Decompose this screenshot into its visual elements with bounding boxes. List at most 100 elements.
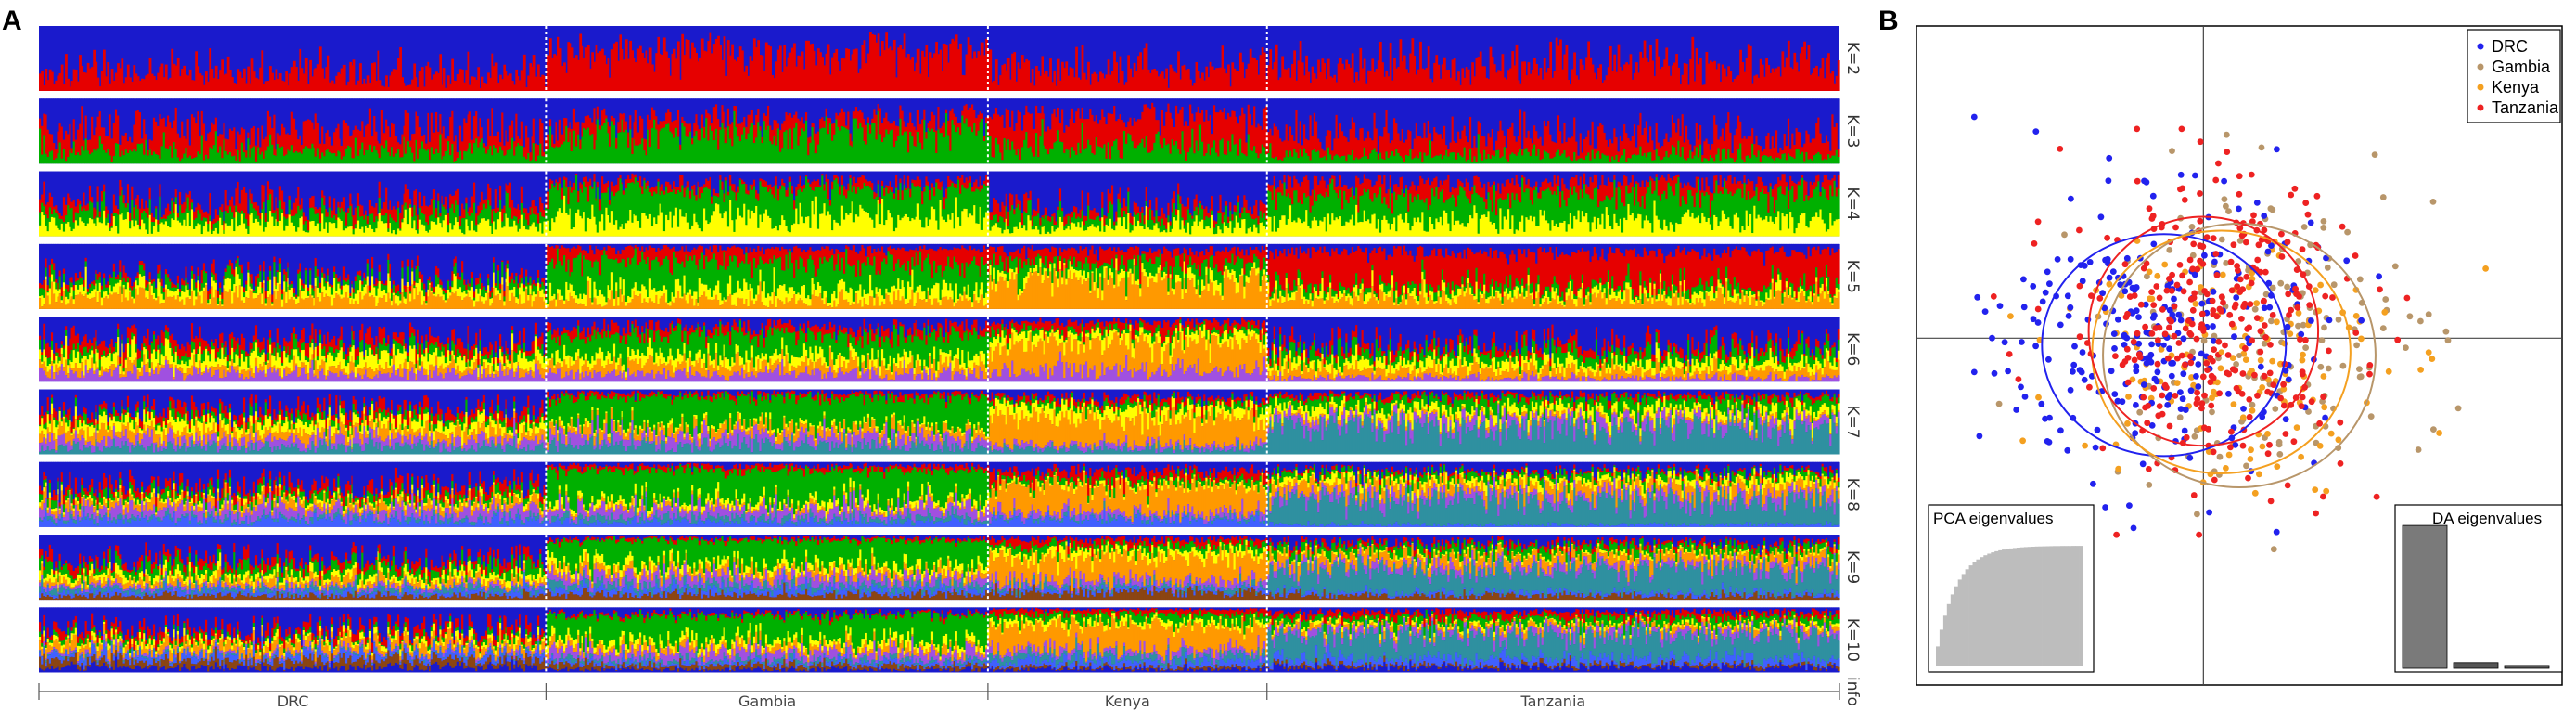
admixture-segment <box>941 71 944 91</box>
admixture-segment <box>207 98 210 134</box>
admixture-segment <box>79 155 82 164</box>
admixture-segment <box>506 98 510 142</box>
admixture-segment <box>603 123 606 164</box>
admixture-segment <box>1767 65 1771 91</box>
admixture-segment <box>235 149 238 161</box>
admixture-segment <box>1523 61 1527 91</box>
admixture-segment <box>316 148 320 164</box>
admixture-segment <box>216 136 220 153</box>
admixture-segment <box>1191 85 1194 91</box>
admixture-segment <box>522 54 526 91</box>
admixture-segment <box>479 142 482 164</box>
admixture-segment <box>273 80 276 91</box>
admixture-segment <box>475 138 478 164</box>
admixture-segment <box>147 149 150 156</box>
admixture-segment <box>1314 78 1318 91</box>
admixture-segment <box>617 60 621 91</box>
admixture-segment <box>347 145 350 164</box>
admixture-segment <box>553 148 557 164</box>
admixture-segment <box>496 152 500 164</box>
admixture-segment <box>150 155 154 164</box>
admixture-segment <box>411 79 414 91</box>
admixture-segment <box>403 136 406 164</box>
admixture-segment <box>306 98 310 120</box>
admixture-segment <box>254 77 258 91</box>
admixture-segment <box>501 98 504 113</box>
admixture-segment <box>1405 69 1408 91</box>
admixture-segment <box>394 153 398 164</box>
admixture-segment <box>280 123 284 147</box>
k-label: K=3 <box>1843 114 1862 148</box>
admixture-segment <box>1103 78 1107 91</box>
admixture-segment <box>468 98 472 112</box>
admixture-segment <box>283 127 286 156</box>
admixture-segment <box>1565 45 1569 91</box>
admixture-segment <box>1221 45 1224 91</box>
admixture-segment <box>717 35 720 91</box>
admixture-segment <box>1157 76 1160 91</box>
admixture-segment <box>461 141 464 160</box>
admixture-segment <box>93 49 96 91</box>
admixture-segment <box>795 66 798 91</box>
admixture-segment <box>48 98 52 135</box>
admixture-segment <box>586 98 590 116</box>
admixture-segment <box>311 76 314 91</box>
admixture-segment <box>933 53 936 91</box>
admixture-segment <box>257 79 260 91</box>
admixture-segment <box>392 123 396 157</box>
admixture-segment <box>1819 68 1823 91</box>
admixture-segment <box>1765 58 1768 91</box>
admixture-segment <box>1723 68 1726 91</box>
admixture-segment <box>290 145 294 164</box>
admixture-segment <box>484 98 488 147</box>
admixture-segment <box>368 108 372 145</box>
admixture-segment <box>238 161 242 164</box>
admixture-segment <box>1215 68 1218 91</box>
admixture-segment <box>1557 45 1560 91</box>
admixture-segment <box>685 39 688 91</box>
admixture-segment <box>283 81 286 91</box>
admixture-segment <box>318 98 322 144</box>
admixture-segment <box>1539 68 1543 91</box>
admixture-row-k2: K=2 <box>39 26 1862 91</box>
admixture-segment <box>413 161 417 164</box>
admixture-segment <box>219 146 222 164</box>
admixture-segment <box>223 139 226 164</box>
admixture-segment <box>148 149 152 164</box>
admixture-segment <box>1551 77 1555 91</box>
admixture-segment <box>999 75 1002 91</box>
admixture-segment <box>41 125 44 155</box>
admixture-segment <box>430 147 434 164</box>
admixture-segment <box>584 47 588 91</box>
admixture-segment <box>1741 62 1745 91</box>
admixture-segment <box>775 61 778 91</box>
admixture-segment <box>465 98 468 123</box>
admixture-segment <box>520 146 524 164</box>
admixture-segment <box>455 98 458 136</box>
admixture-segment <box>199 98 202 136</box>
admixture-segment <box>112 156 116 164</box>
admixture-segment <box>624 39 628 91</box>
admixture-segment <box>335 156 338 164</box>
admixture-segment <box>181 98 184 122</box>
admixture-segment <box>415 98 418 112</box>
admixture-segment <box>555 122 558 147</box>
admixture-segment <box>1049 58 1052 91</box>
admixture-segment <box>185 74 188 91</box>
admixture-segment <box>280 98 284 124</box>
admixture-segment <box>479 98 482 119</box>
admixture-segment <box>377 98 380 141</box>
admixture-segment <box>1515 44 1519 91</box>
admixture-segment <box>378 143 382 159</box>
admixture-segment <box>965 54 968 91</box>
admixture-segment <box>477 67 481 91</box>
admixture-segment <box>98 98 102 112</box>
admixture-segment <box>489 136 493 146</box>
admixture-segment <box>455 135 458 162</box>
admixture-segment <box>985 38 988 91</box>
admixture-segment <box>569 43 572 91</box>
admixture-segment <box>1399 39 1403 91</box>
admixture-segment <box>252 71 256 91</box>
admixture-segment <box>643 58 647 91</box>
admixture-segment <box>1831 71 1835 91</box>
